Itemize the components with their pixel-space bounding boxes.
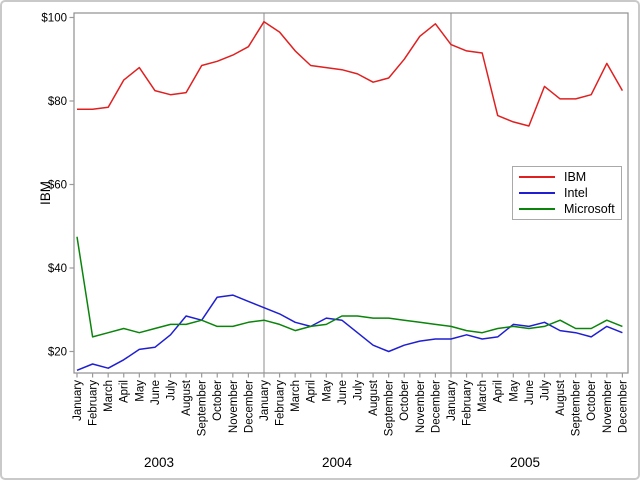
x-axis-year-label: 2004 [322,455,353,470]
x-tick-label: June [150,380,162,405]
x-tick-label: August [555,379,567,416]
x-tick-label: September [197,380,209,436]
plot-frame [73,12,629,374]
x-tick-label: November [228,380,240,433]
x-tick-label: March [103,380,115,412]
x-tick-label: April [493,380,505,403]
x-tick-label: February [462,380,474,426]
x-tick-label: January [446,380,458,421]
legend-label-microsoft: Microsoft [564,201,615,216]
legend-line-microsoft [519,208,555,210]
x-tick-label: January [259,380,271,421]
legend-item-ibm: IBM [519,169,621,185]
legend-item-microsoft: Microsoft [519,201,621,217]
x-tick-label: December [617,380,629,433]
series-line-intel [76,294,623,371]
x-tick-label: August [181,379,193,416]
x-tick-label: September [384,380,396,436]
x-tick-label: February [88,380,100,426]
x-tick-label: July [165,380,177,401]
x-tick-label: October [212,380,224,421]
x-tick-label: March [290,380,302,412]
x-tick-label: December [243,380,255,433]
x-tick-label: May [508,380,520,402]
x-tick-label: January [72,380,84,421]
x-tick-label: February [275,380,287,426]
x-tick-label: May [321,380,333,402]
x-tick-label: November [602,380,614,433]
y-axis-title: IBM [38,181,53,205]
x-tick-label: August [368,379,380,416]
x-tick-label: April [119,380,131,403]
legend-line-intel [519,192,555,194]
y-tick-label: $60 [48,180,67,192]
x-tick-label: May [134,380,146,402]
legend-line-ibm [519,176,555,178]
legend-label-ibm: IBM [564,169,587,184]
x-tick-label: July [539,380,551,401]
legend-item-intel: Intel [519,185,621,201]
x-tick-label: October [399,380,411,421]
series-line-ibm [77,20,624,127]
x-tick-label: December [430,380,442,433]
y-tick-label: $40 [48,263,67,275]
x-tick-label: June [524,380,536,405]
series-line-microsoft [76,236,623,338]
x-tick-label: November [415,380,427,433]
y-tick-label: $20 [48,347,67,359]
x-tick-label: October [586,380,598,421]
x-tick-label: April [306,380,318,403]
legend-label-intel: Intel [564,185,588,200]
y-tick-label: $80 [48,96,67,108]
x-tick-label: March [477,380,489,412]
x-tick-label: July [352,380,364,401]
x-axis-year-label: 2005 [510,455,540,470]
x-tick-label: June [337,380,349,405]
y-tick-label: $100 [41,13,67,25]
x-tick-label: September [571,380,583,436]
legend: IBM Intel Microsoft [512,166,622,220]
x-axis-year-label: 2003 [144,455,174,470]
